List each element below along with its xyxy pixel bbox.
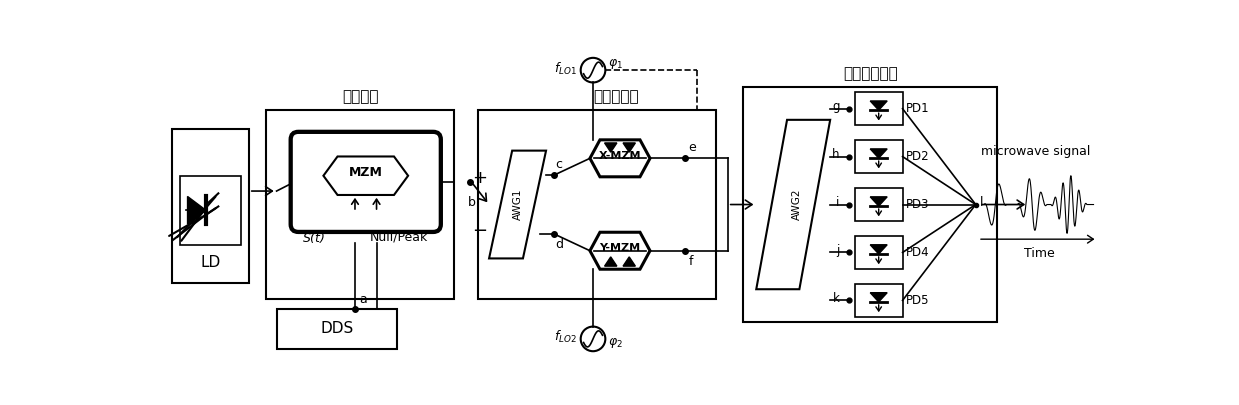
Polygon shape <box>605 257 617 266</box>
Text: a: a <box>359 293 367 306</box>
Text: j: j <box>836 244 840 257</box>
Polygon shape <box>605 143 617 152</box>
Text: DDS: DDS <box>321 322 353 337</box>
Bar <box>855 92 902 125</box>
Text: c: c <box>555 158 563 171</box>
Bar <box>743 87 997 322</box>
Text: MZM: MZM <box>349 166 383 179</box>
Text: X-MZM: X-MZM <box>598 151 642 161</box>
Text: h: h <box>831 148 840 161</box>
Text: PD4: PD4 <box>906 246 929 259</box>
Text: microwave signal: microwave signal <box>981 145 1090 158</box>
Bar <box>477 110 716 299</box>
Text: 倍频模块: 倍频模块 <box>342 89 378 104</box>
Bar <box>266 110 455 299</box>
Text: $\varphi _2$: $\varphi _2$ <box>608 336 623 350</box>
Bar <box>278 309 396 349</box>
Bar <box>180 176 242 245</box>
Text: $f_{LO1}$: $f_{LO1}$ <box>554 61 577 77</box>
Text: PD1: PD1 <box>906 102 929 115</box>
Text: Null/Peak: Null/Peak <box>369 230 427 243</box>
Text: Y-MZM: Y-MZM <box>600 243 641 254</box>
Text: i: i <box>836 196 840 209</box>
Text: −: − <box>472 222 487 241</box>
Text: 频谱扩展模块: 频谱扩展模块 <box>843 66 897 81</box>
Text: LD: LD <box>201 255 221 270</box>
Text: PD3: PD3 <box>906 198 929 211</box>
Text: Time: Time <box>1025 247 1054 260</box>
Text: 光频梳模块: 光频梳模块 <box>593 89 639 104</box>
Text: AWG1: AWG1 <box>513 189 523 220</box>
Polygon shape <box>870 197 887 206</box>
Bar <box>855 236 902 269</box>
Polygon shape <box>870 245 887 254</box>
Bar <box>855 141 902 173</box>
Text: d: d <box>555 239 564 252</box>
Polygon shape <box>870 101 887 110</box>
Text: k: k <box>833 292 840 305</box>
Polygon shape <box>623 143 636 152</box>
Text: AWG2: AWG2 <box>792 189 802 220</box>
Polygon shape <box>623 257 636 266</box>
Text: g: g <box>831 100 840 113</box>
Text: e: e <box>689 141 696 154</box>
FancyBboxPatch shape <box>291 132 441 232</box>
Text: +: + <box>472 168 487 187</box>
Text: PD2: PD2 <box>906 150 929 163</box>
Text: f: f <box>689 255 693 269</box>
Bar <box>855 284 902 317</box>
Polygon shape <box>870 293 887 302</box>
Text: l: l <box>980 196 984 209</box>
Text: PD5: PD5 <box>906 294 929 307</box>
Text: $S$(t): $S$(t) <box>302 230 326 245</box>
Bar <box>172 130 249 284</box>
Text: $\varphi _1$: $\varphi _1$ <box>608 57 623 71</box>
Bar <box>855 188 902 221</box>
Polygon shape <box>187 196 206 224</box>
Text: $f_{LO2}$: $f_{LO2}$ <box>554 329 577 345</box>
Polygon shape <box>870 149 887 158</box>
Text: b: b <box>467 196 476 209</box>
